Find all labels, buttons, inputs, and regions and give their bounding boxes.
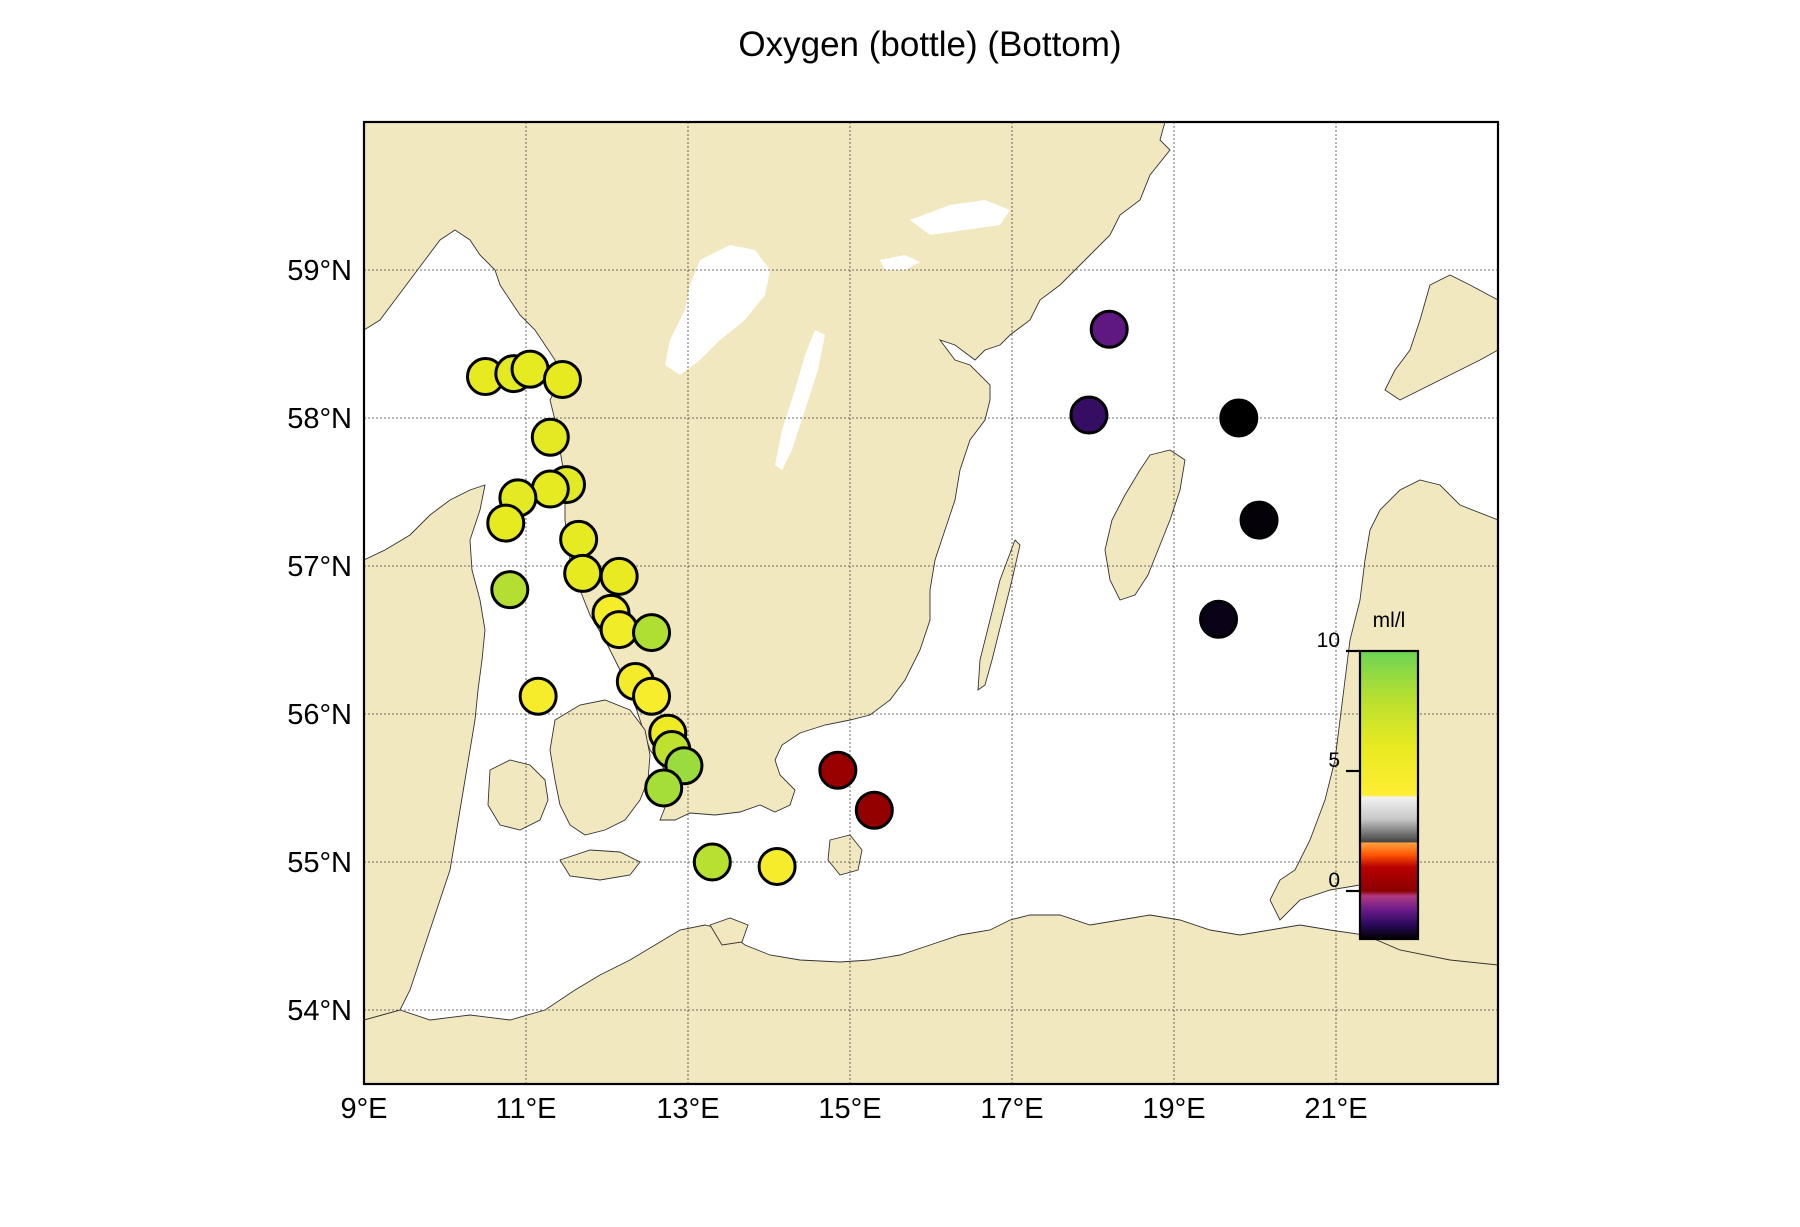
lon-label-4: 17°E — [980, 1093, 1043, 1125]
land-finland-coast — [1384, 274, 1498, 401]
land-scandinavia — [364, 122, 1171, 821]
lake-malaren — [910, 200, 1010, 235]
lake-vanern — [665, 245, 770, 375]
lake-hjalmaren — [880, 255, 920, 270]
land-oland — [977, 539, 1021, 691]
colorbar-tick-label-0: 0 — [1328, 869, 1340, 892]
station-marker-28[interactable] — [1069, 395, 1109, 435]
station-marker-12[interactable] — [599, 556, 639, 596]
lon-label-0: 9°E — [340, 1093, 387, 1125]
station-marker-18[interactable] — [518, 676, 558, 716]
lat-label-0: 54°N — [287, 995, 352, 1027]
station-marker-11[interactable] — [563, 553, 603, 593]
latitude-labels: 54°N 55°N 56°N 57°N 58°N 59°N — [287, 255, 352, 1027]
land-southern-coast — [364, 914, 1498, 1084]
lon-label-6: 21°E — [1304, 1093, 1367, 1125]
lon-label-1: 11°E — [495, 1093, 556, 1125]
station-marker-3[interactable] — [542, 360, 582, 400]
colorbar-gradient — [1358, 649, 1420, 941]
station-marker-10[interactable] — [490, 570, 530, 610]
lat-label-1: 55°N — [287, 847, 352, 879]
station-markers — [466, 309, 1279, 886]
land-zealand — [549, 699, 651, 836]
station-marker-22[interactable] — [644, 768, 684, 808]
map-grid — [364, 122, 1498, 1084]
lon-label-5: 19°E — [1142, 1093, 1205, 1125]
land-funen — [487, 759, 549, 831]
station-marker-23[interactable] — [692, 842, 732, 882]
land-jutland — [364, 484, 486, 1021]
station-marker-31[interactable] — [1199, 599, 1239, 639]
colorbar-unit-label: ml/l — [1373, 609, 1406, 632]
station-marker-29[interactable] — [1219, 398, 1259, 438]
lat-label-3: 57°N — [287, 551, 352, 583]
colorbar-tick-label-1: 5 — [1328, 749, 1340, 772]
land-gotland — [1104, 449, 1186, 601]
station-marker-15[interactable] — [632, 613, 672, 653]
lakes-layer — [665, 200, 1010, 470]
map-title: Oxygen (bottle) (Bottom) — [738, 25, 1121, 64]
station-marker-6[interactable] — [530, 469, 570, 509]
station-marker-24[interactable] — [757, 846, 797, 886]
colorbar-ticks: 0 5 10 — [1317, 629, 1360, 893]
station-marker-26[interactable] — [854, 790, 894, 830]
station-marker-27[interactable] — [1089, 309, 1129, 349]
station-marker-4[interactable] — [530, 417, 570, 457]
station-marker-30[interactable] — [1239, 500, 1279, 540]
colorbar: ml/l 0 5 10 — [1317, 609, 1420, 941]
lat-label-2: 56°N — [287, 699, 352, 731]
station-marker-17[interactable] — [632, 676, 672, 716]
station-marker-2[interactable] — [510, 349, 550, 389]
station-marker-14[interactable] — [599, 610, 639, 650]
longitude-labels: 9°E 11°E 13°E 15°E 17°E 19°E 21°E — [340, 1093, 1367, 1125]
map-area[interactable] — [364, 122, 1498, 1084]
lat-label-5: 59°N — [287, 255, 352, 287]
station-marker-9[interactable] — [559, 519, 599, 559]
lat-label-4: 58°N — [287, 403, 352, 435]
lake-vattern — [775, 330, 825, 470]
lon-label-3: 15°E — [818, 1093, 881, 1125]
lon-label-2: 13°E — [656, 1093, 719, 1125]
station-marker-8[interactable] — [486, 503, 526, 543]
station-marker-25[interactable] — [818, 750, 858, 790]
land-rugen — [709, 917, 749, 946]
land-layer — [364, 122, 1498, 1084]
colorbar-tick-label-2: 10 — [1317, 629, 1340, 652]
map-frame — [362, 120, 1500, 1086]
land-lolland — [559, 849, 641, 881]
